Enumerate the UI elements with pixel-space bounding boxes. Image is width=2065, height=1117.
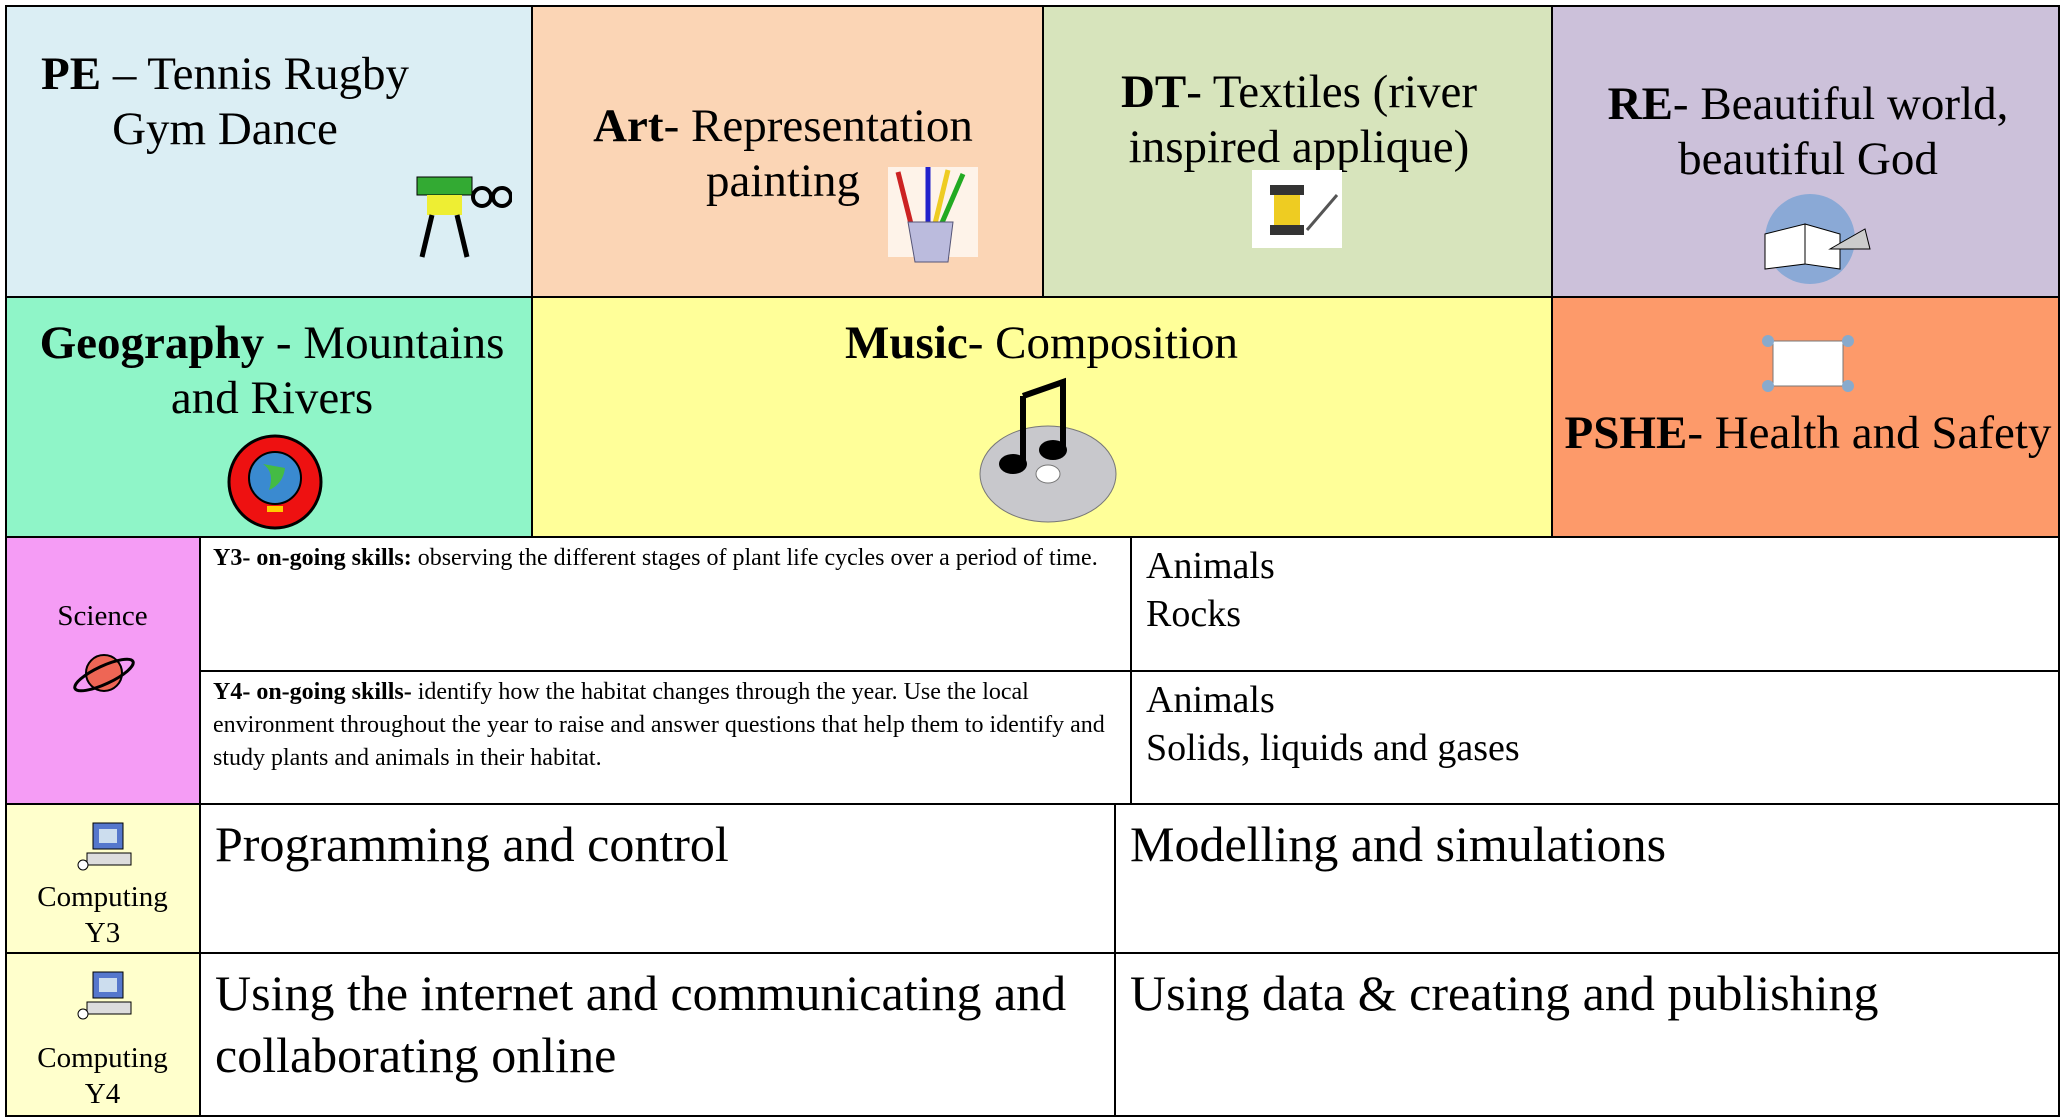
- pshe-text: PSHE- Health and Safety: [1563, 406, 2053, 461]
- banner-icon: [1762, 335, 1854, 392]
- computing-y3-topic-2: Modelling and simulations: [1114, 803, 2060, 954]
- pe-text: PE – Tennis Rugby Gym Dance: [25, 47, 425, 157]
- topic: Animals: [1146, 679, 1275, 721]
- subject: PSHE: [1564, 407, 1688, 459]
- music-cell: Music- Composition: [531, 296, 1553, 538]
- re-text: RE- Beautiful world, beautiful God: [1573, 77, 2043, 187]
- science-label: Science: [57, 600, 148, 632]
- year: Y4: [84, 1078, 121, 1110]
- geography-cell: Geography - Mountains and Rivers: [5, 296, 533, 538]
- art-cell: Art- Representation painting: [531, 5, 1044, 298]
- spool-icon: [1252, 170, 1342, 248]
- subject: Geography: [39, 317, 265, 369]
- pencils-icon: [888, 167, 978, 263]
- computing-label: Computing Y4: [7, 1040, 198, 1112]
- subject: Art: [593, 100, 664, 152]
- pe-cell: PE – Tennis Rugby Gym Dance: [5, 5, 533, 298]
- topic: Solids, liquids and gases: [1146, 727, 1520, 769]
- cd-icon: [979, 377, 1117, 523]
- science-y4-topics: Animals Solids, liquids and gases: [1130, 670, 2060, 805]
- subject: RE: [1607, 78, 1673, 130]
- gym-icon: [416, 176, 512, 258]
- subject: DT: [1120, 66, 1187, 118]
- subject: PE: [41, 48, 102, 100]
- science-y3-topics: Animals Rocks: [1130, 536, 2060, 672]
- dt-cell: DT- Textiles (river inspired applique): [1042, 5, 1553, 298]
- re-cell: RE- Beautiful world, beautiful God: [1551, 5, 2060, 298]
- computing-y4-topic-2: Using data & creating and publishing: [1114, 952, 2060, 1117]
- skills: observing the different stages of plant …: [417, 545, 1098, 571]
- dt-text: DT- Textiles (river inspired applique): [1074, 65, 1524, 175]
- computing-y4-topic-1: Using the internet and communicating and…: [199, 952, 1116, 1117]
- year: Y3: [84, 917, 121, 949]
- science-y4-cell: Y4- on-going skills- identify how the ha…: [199, 670, 1132, 805]
- computing-y4-label-cell: Computing Y4: [5, 952, 201, 1117]
- skills: identify how the habitat changes through…: [213, 679, 1105, 771]
- geography-text: Geography - Mountains and Rivers: [17, 316, 527, 426]
- heading: Y3- on-going skills:: [213, 545, 412, 571]
- topic: - Textiles (river inspired applique): [1128, 66, 1478, 173]
- music-text: Music- Composition: [533, 316, 1550, 371]
- science-y3-cell: Y3- on-going skills: observing the diffe…: [199, 536, 1132, 672]
- topic: - Mountains and Rivers: [170, 317, 505, 424]
- topic: - Health and Safety: [1687, 407, 2052, 459]
- globe-icon: [227, 434, 323, 530]
- book-icon: [1764, 194, 1871, 284]
- topic: Rocks: [1146, 593, 1241, 635]
- science-label-cell: Science: [5, 536, 201, 805]
- computing-y3-topic-1: Programming and control: [199, 803, 1116, 954]
- topic: – Tennis Rugby Gym Dance: [112, 48, 409, 155]
- topic: - Composition: [967, 317, 1238, 369]
- topic: - Representation painting: [663, 100, 973, 207]
- topic: Animals: [1146, 545, 1275, 587]
- computing-label: Computing Y3: [7, 879, 198, 951]
- label: Computing: [37, 1042, 168, 1074]
- label: Computing: [37, 881, 168, 913]
- pshe-cell: PSHE- Health and Safety: [1551, 296, 2060, 538]
- art-text: Art- Representation painting: [573, 99, 993, 209]
- topic: - Beautiful world, beautiful God: [1672, 78, 2009, 185]
- computing-y3-label-cell: Computing Y3: [5, 803, 201, 954]
- subject: Music: [845, 317, 968, 369]
- heading: Y4- on-going skills-: [213, 679, 412, 705]
- planet-icon: [73, 654, 135, 693]
- computer-icon: [77, 822, 132, 871]
- computer-icon: [77, 971, 132, 1020]
